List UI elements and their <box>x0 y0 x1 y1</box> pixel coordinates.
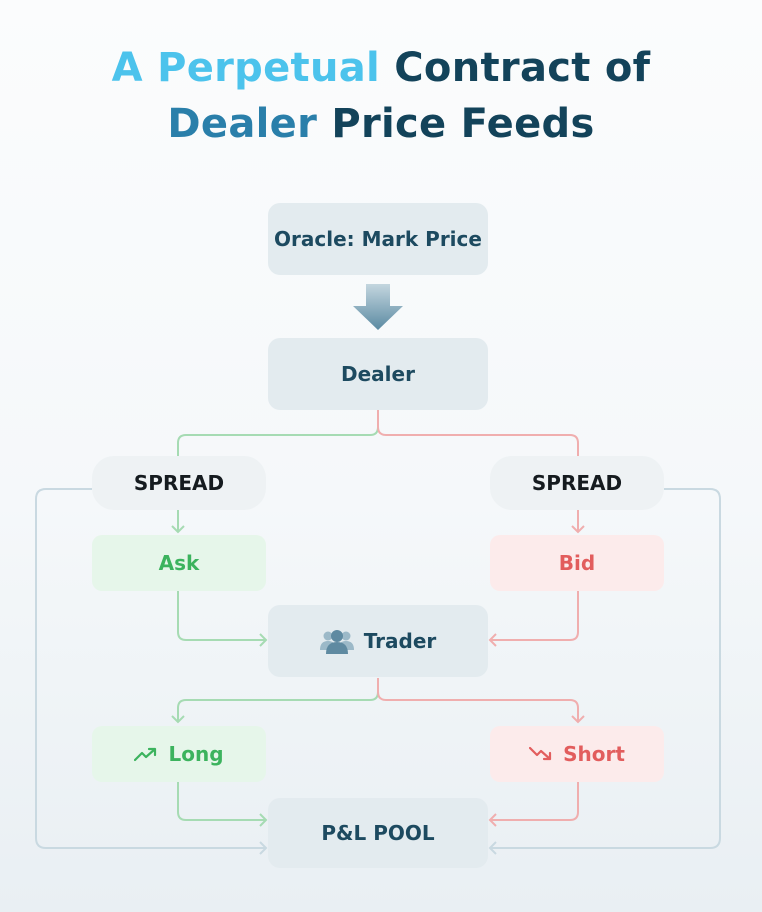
connector-spread-right-pool <box>488 488 721 855</box>
bid-node: Bid <box>490 535 664 591</box>
spread-left-label: SPREAD <box>133 471 225 495</box>
ask-node: Ask <box>92 535 266 591</box>
connector-long-pool <box>177 782 268 827</box>
connector-dealer-right <box>377 410 579 456</box>
spread-right-node: SPREAD <box>490 456 664 510</box>
short-label: Short <box>563 742 625 766</box>
title-part-3: Dealer <box>167 101 318 147</box>
connector-ask-trader <box>177 591 268 647</box>
spread-right-label: SPREAD <box>531 471 623 495</box>
trend-up-icon <box>134 747 157 762</box>
trend-down-icon <box>529 746 552 761</box>
title-part-1: A Perpetual <box>111 45 381 91</box>
long-node: Long <box>92 726 266 782</box>
spread-left-node: SPREAD <box>92 456 266 510</box>
diagram-title: A Perpetual Contract of Dealer Price Fee… <box>0 40 762 152</box>
ask-label: Ask <box>158 551 200 575</box>
connector-trader-short <box>377 678 585 724</box>
users-icon <box>319 630 354 654</box>
dealer-node: Dealer <box>268 338 488 410</box>
pnl-pool-label: P&L POOL <box>321 821 435 845</box>
trader-node: Trader <box>268 605 488 677</box>
connector-spread-ask <box>171 510 185 534</box>
connector-spread-left-pool <box>35 488 268 855</box>
connector-bid-trader <box>488 591 579 647</box>
long-label: Long <box>168 742 224 766</box>
connector-short-pool <box>488 782 579 827</box>
connector-spread-bid <box>571 510 585 534</box>
title-part-2: Contract of <box>394 45 651 91</box>
oracle-node: Oracle: Mark Price <box>268 203 488 275</box>
title-part-4: Price Feeds <box>331 101 595 147</box>
trader-label: Trader <box>363 629 437 653</box>
dealer-label: Dealer <box>341 362 415 386</box>
bid-label: Bid <box>558 551 596 575</box>
pnl-pool-node: P&L POOL <box>268 798 488 868</box>
short-node: Short <box>490 726 664 782</box>
connector-trader-long <box>171 678 379 724</box>
connector-dealer-left <box>177 410 379 456</box>
oracle-label: Oracle: Mark Price <box>274 227 482 251</box>
down-arrow-icon <box>353 284 403 330</box>
